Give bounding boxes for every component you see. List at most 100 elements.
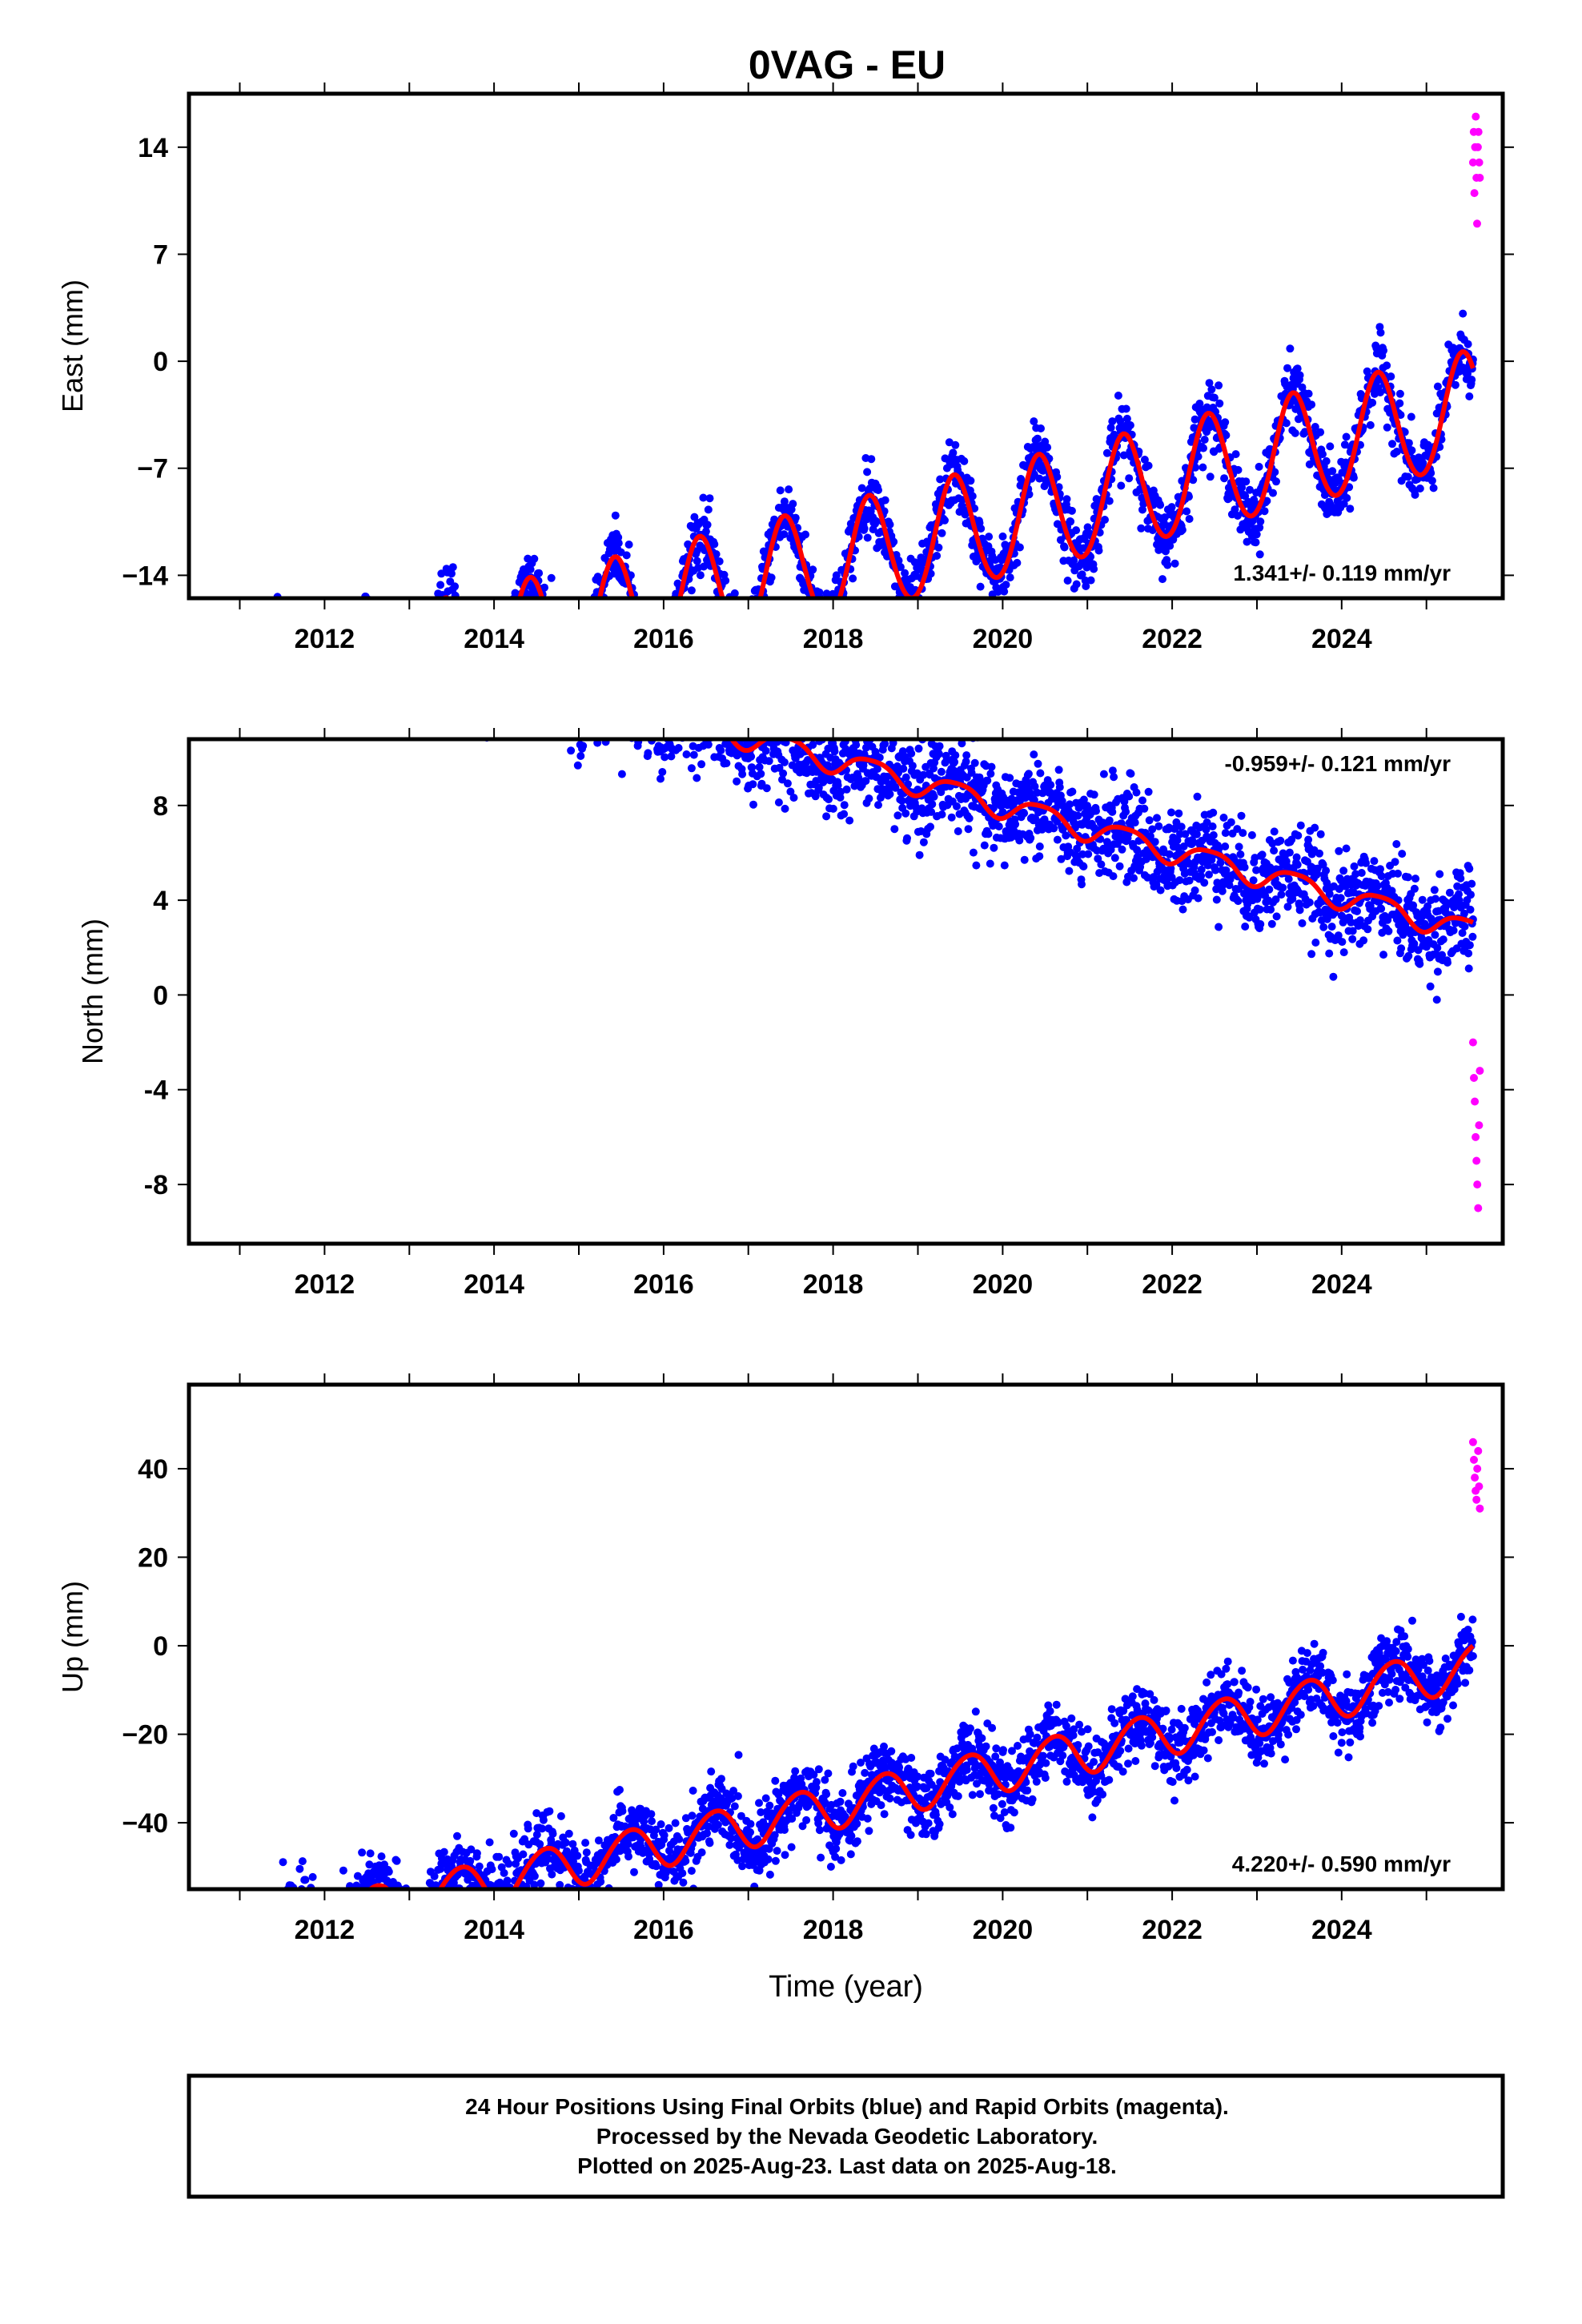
north-final-point <box>747 752 756 761</box>
east-final-point <box>1037 424 1045 432</box>
north-final-point <box>913 769 921 778</box>
east-final-point <box>1205 379 1214 388</box>
north-final-point <box>1153 814 1161 822</box>
north-final-point <box>1197 871 1206 880</box>
east-final-point <box>874 486 882 494</box>
east-final-point <box>526 565 535 573</box>
north-final-point <box>1092 806 1100 815</box>
north-final-point <box>840 810 849 818</box>
north-final-point <box>1202 825 1211 834</box>
east-final-point <box>1459 309 1468 318</box>
north-final-point <box>757 770 765 778</box>
east-final-point <box>1221 418 1230 427</box>
east-final-point <box>1419 459 1427 467</box>
north-final-point <box>874 801 882 810</box>
east-final-point <box>966 476 975 485</box>
north-final-point <box>836 793 845 802</box>
east-final-point <box>1078 570 1086 579</box>
east-final-point <box>901 569 909 577</box>
east-final-point <box>1366 420 1375 429</box>
east-final-point <box>690 513 699 521</box>
north-final-point <box>1197 865 1206 874</box>
north-final-point <box>809 741 817 749</box>
east-final-point <box>705 494 714 503</box>
east-final-point <box>1156 501 1165 509</box>
north-final-point <box>1020 855 1029 864</box>
east-final-point <box>780 497 789 506</box>
east-final-point <box>872 517 881 525</box>
east-final-point <box>1189 476 1198 485</box>
east-final-point <box>867 455 876 464</box>
east-final-point <box>693 557 701 565</box>
east-final-point <box>1178 525 1186 534</box>
north-final-point <box>1079 795 1088 804</box>
east-plot-area <box>273 112 1484 598</box>
east-final-point <box>1195 400 1204 408</box>
north-final-point <box>1079 862 1088 870</box>
north-final-point <box>658 768 667 776</box>
east-final-point <box>1345 483 1354 492</box>
north-final-point <box>986 859 994 868</box>
east-y-tick-label: 7 <box>153 240 168 271</box>
north-final-point <box>1144 787 1153 796</box>
north-final-point <box>738 770 747 778</box>
north-final-point <box>980 841 989 850</box>
east-final-point <box>1328 467 1337 476</box>
north-final-point <box>661 753 669 762</box>
east-final-point <box>1272 477 1280 486</box>
east-rapid-point <box>1470 189 1479 198</box>
east-final-point <box>1343 493 1351 502</box>
east-final-point <box>1346 505 1355 513</box>
east-final-point <box>1220 474 1229 483</box>
east-x-tick-label: 2022 <box>1142 624 1203 654</box>
north-final-point <box>748 763 757 772</box>
east-final-point <box>1256 517 1265 526</box>
east-final-point <box>1138 505 1146 514</box>
east-final-point <box>1185 493 1193 501</box>
east-final-point <box>699 493 708 502</box>
north-final-point <box>890 825 899 834</box>
east-final-point <box>1255 523 1264 532</box>
north-final-point <box>1050 824 1058 833</box>
east-final-point <box>889 537 898 546</box>
chart-title: 0VAG - EU <box>749 42 946 87</box>
north-final-point <box>1006 833 1015 842</box>
north-final-point <box>644 749 652 758</box>
east-final-point <box>1119 451 1128 460</box>
north-final-point <box>1126 770 1135 778</box>
north-final-point <box>1130 874 1138 883</box>
north-final-point <box>576 752 585 760</box>
east-final-point <box>941 516 949 525</box>
east-final-point <box>1170 559 1179 568</box>
north-final-point <box>1073 844 1082 853</box>
north-final-point <box>1175 876 1184 885</box>
north-final-point <box>1090 790 1098 799</box>
east-final-point <box>1340 440 1349 449</box>
east-final-point <box>1383 361 1391 370</box>
north-final-point <box>749 780 757 789</box>
north-final-point <box>854 773 863 782</box>
east-x-tick-label: 2012 <box>295 624 355 654</box>
east-final-point <box>1376 328 1385 337</box>
east-final-point <box>451 582 460 591</box>
north-final-point <box>852 741 861 750</box>
north-final-point <box>1138 796 1146 805</box>
east-y-tick-label: −14 <box>122 561 168 591</box>
east-final-point <box>1269 489 1277 497</box>
east-final-point <box>1067 506 1076 515</box>
east-final-point <box>1427 476 1436 485</box>
north-final-point <box>682 750 691 758</box>
north-final-point <box>970 758 979 767</box>
east-final-point <box>622 551 631 560</box>
east-final-point <box>1289 374 1298 383</box>
north-final-point <box>907 749 916 758</box>
east-final-point <box>1185 515 1194 523</box>
east-final-point <box>849 574 857 583</box>
east-final-point <box>710 540 719 549</box>
east-final-point <box>1206 472 1215 481</box>
east-frame <box>187 91 1505 601</box>
east-final-point <box>881 496 889 505</box>
north-final-point <box>822 812 831 821</box>
north-final-point <box>989 804 998 812</box>
